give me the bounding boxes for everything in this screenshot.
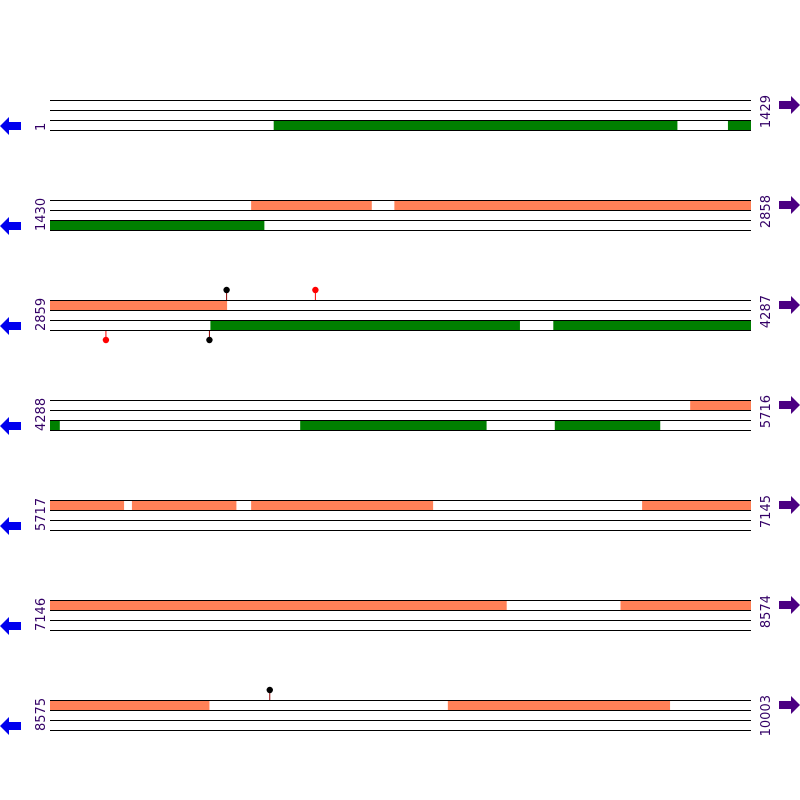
forward-feature-segment <box>620 601 751 610</box>
row-end-coordinate: 5716 <box>759 395 774 428</box>
arrow-left-icon[interactable] <box>0 217 21 235</box>
marker-dot[interactable] <box>206 336 213 344</box>
arrow-right-icon[interactable] <box>779 96 800 114</box>
row-end-coordinate: 8574 <box>759 595 774 628</box>
marker-dot[interactable] <box>102 336 110 344</box>
forward-feature-segment <box>50 601 507 610</box>
row-start-coordinate: 5717 <box>34 498 49 531</box>
marker-dot[interactable] <box>223 286 230 294</box>
forward-feature-segment <box>642 501 751 510</box>
arrow-right-icon[interactable] <box>779 596 800 614</box>
forward-feature-segment <box>251 501 434 510</box>
row-end-coordinate: 10003 <box>759 695 774 736</box>
forward-feature-segment <box>50 501 125 510</box>
marker-dot[interactable] <box>266 686 273 694</box>
arrow-right-icon[interactable] <box>779 496 800 514</box>
forward-feature-segment <box>50 701 210 710</box>
reverse-feature-segment <box>50 421 60 430</box>
row-end-coordinate: 2858 <box>759 195 774 228</box>
arrow-left-icon[interactable] <box>0 117 21 135</box>
row-start-coordinate: 1 <box>34 123 49 131</box>
row-start-coordinate: 4288 <box>34 398 49 431</box>
arrow-left-icon[interactable] <box>0 717 21 735</box>
row-end-coordinate: 4287 <box>759 295 774 328</box>
row-end-coordinate: 1429 <box>759 95 774 128</box>
arrow-left-icon[interactable] <box>0 617 21 635</box>
reverse-feature-segment <box>50 221 265 230</box>
arrow-left-icon[interactable] <box>0 317 21 335</box>
forward-feature-segment <box>50 301 228 310</box>
forward-feature-segment <box>447 701 671 710</box>
forward-feature-segment <box>251 201 372 210</box>
forward-feature-segment <box>394 201 751 210</box>
row-end-coordinate: 7145 <box>759 495 774 528</box>
arrow-right-icon[interactable] <box>779 296 800 314</box>
reverse-feature-segment <box>300 421 487 430</box>
forward-feature-segment <box>131 501 237 510</box>
arrow-left-icon[interactable] <box>0 517 21 535</box>
row-start-coordinate: 8575 <box>34 698 49 731</box>
reverse-feature-segment <box>273 121 678 130</box>
row-start-coordinate: 2859 <box>34 298 49 331</box>
arrow-right-icon[interactable] <box>779 396 800 414</box>
arrow-right-icon[interactable] <box>779 196 800 214</box>
arrow-left-icon[interactable] <box>0 417 21 435</box>
forward-feature-segment <box>690 401 751 410</box>
row-start-coordinate: 1430 <box>34 198 49 231</box>
reverse-feature-segment <box>727 121 751 130</box>
arrow-right-icon[interactable] <box>779 696 800 714</box>
reverse-feature-segment <box>553 321 751 330</box>
reverse-feature-segment <box>554 421 661 430</box>
reverse-feature-segment <box>210 321 520 330</box>
marker-dot[interactable] <box>312 286 319 294</box>
row-start-coordinate: 7146 <box>34 598 49 631</box>
